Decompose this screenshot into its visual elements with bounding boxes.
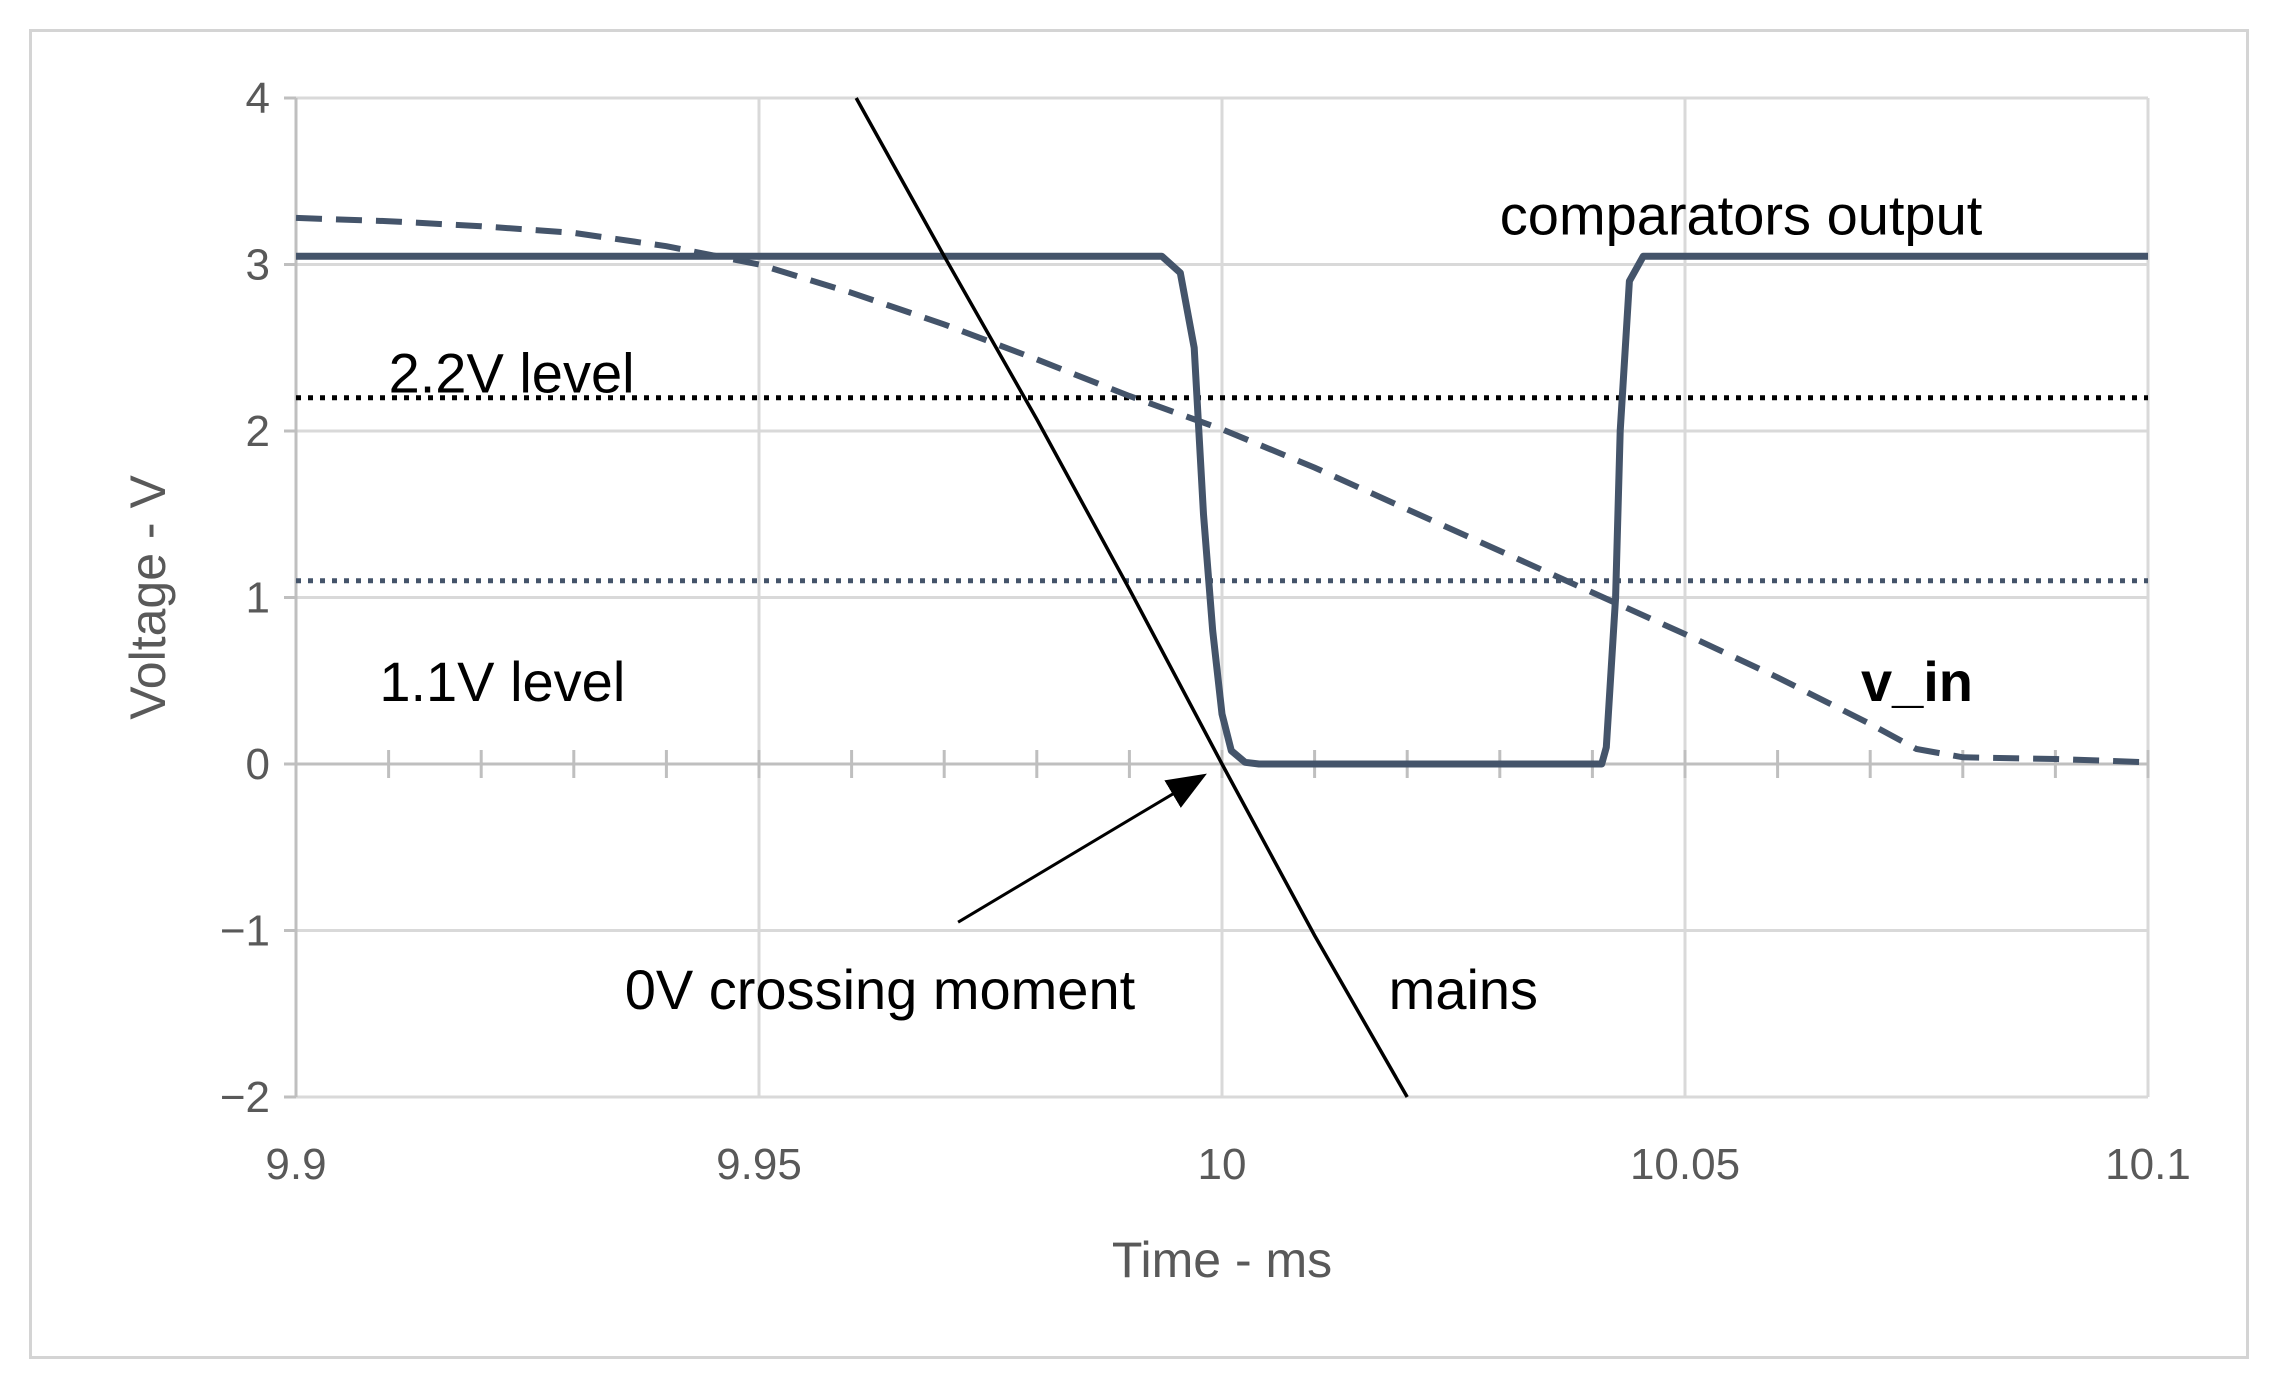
y-tick-label: 4: [246, 74, 270, 123]
annotation-level11: 1.1V level: [379, 650, 625, 713]
crossing-arrow: [957, 773, 1207, 924]
annotation-comparators: comparators output: [1500, 184, 1983, 247]
annotation-crossing: 0V crossing moment: [625, 958, 1136, 1021]
chart-frame: [29, 29, 2249, 1359]
y-tick-label: 3: [246, 241, 270, 290]
series-line-mains: [854, 97, 1409, 1098]
label-layer: Time - ms Voltage - V: [120, 475, 1332, 1288]
y-tick-label: 2: [246, 407, 270, 456]
x-tick-label: 9.9: [265, 1140, 326, 1189]
annotation-vin: v_in: [1861, 650, 1973, 713]
grid-layer: [296, 96, 2150, 1099]
x-axis-title: Time - ms: [1112, 1232, 1332, 1288]
x-tick-label: 10.05: [1630, 1140, 1740, 1189]
x-tick-label: 9.95: [716, 1140, 802, 1189]
y-tick-label: 0: [246, 740, 270, 789]
series-line-comparators-output: [296, 252, 2148, 768]
series-layer: [295, 97, 2149, 1098]
annotation-level22: 2.2V level: [389, 342, 635, 405]
annotation-layer: comparators output 2.2V level 1.1V level v_…: [379, 184, 1982, 1021]
y-axis-title: Voltage - V: [120, 475, 176, 720]
x-tick-label: 10: [1198, 1140, 1247, 1189]
y-tick-label: 1: [246, 574, 270, 623]
y-tick-label: −2: [220, 1073, 270, 1122]
annotation-mains: mains: [1389, 958, 1538, 1021]
y-tick-label: −1: [220, 907, 270, 956]
x-tick-label: 10.1: [2105, 1140, 2191, 1189]
series-line-v-in: [295, 214, 2149, 766]
